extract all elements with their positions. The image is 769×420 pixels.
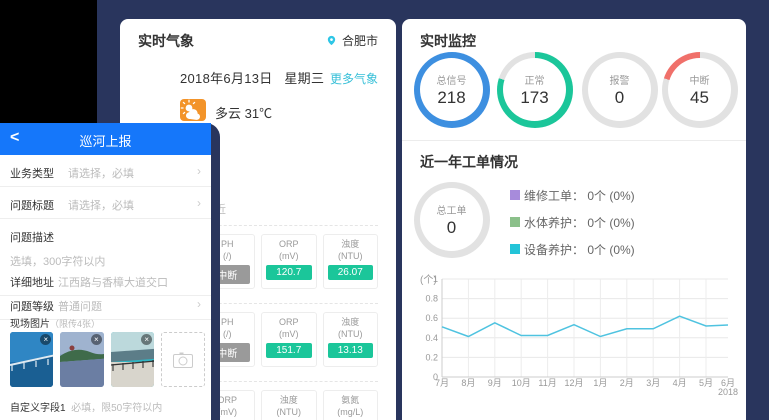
svg-text:4月: 4月 (673, 378, 687, 388)
svg-text:5月: 5月 (699, 378, 713, 388)
svg-text:0.2: 0.2 (425, 352, 438, 362)
svg-text:9月: 9月 (488, 378, 502, 388)
svg-text:8月: 8月 (461, 378, 475, 388)
svg-text:12月: 12月 (564, 378, 583, 388)
svg-text:0.8: 0.8 (425, 294, 438, 304)
svg-text:2月: 2月 (620, 378, 634, 388)
svg-text:0.6: 0.6 (425, 313, 438, 323)
svg-text:2018: 2018 (718, 387, 738, 395)
svg-text:1月: 1月 (593, 378, 607, 388)
svg-text:7月: 7月 (435, 378, 449, 388)
svg-text:3月: 3月 (646, 378, 660, 388)
svg-text:0.4: 0.4 (425, 333, 438, 343)
svg-text:10月: 10月 (512, 378, 531, 388)
svg-text:11月: 11月 (538, 378, 556, 388)
